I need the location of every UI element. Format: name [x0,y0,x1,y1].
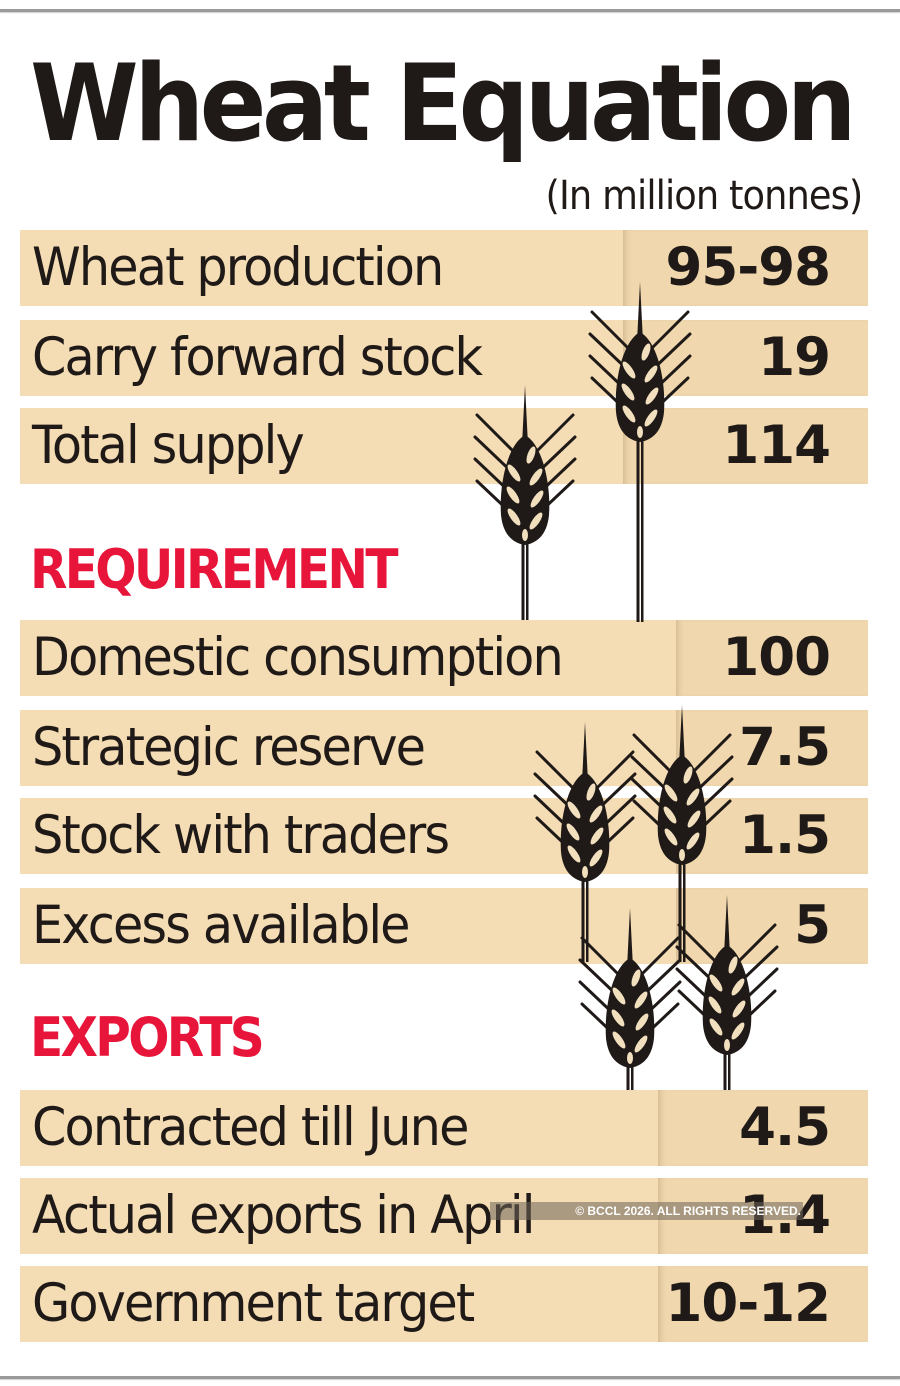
row-label: Actual exports in April [32,1185,535,1246]
row-value: 7.5 [739,717,831,778]
value-cell [676,798,868,874]
row-label: Contracted till June [32,1097,469,1158]
row-label: Strategic reserve [32,717,426,778]
wheat-stalk-icon [473,385,577,620]
table-row-strategic-reserve: Strategic reserve 7.5 [20,710,868,786]
row-value: 5 [794,895,831,956]
value-cell [658,1266,868,1342]
row-value: 95-98 [665,237,831,298]
table-row-government-target: Government target 10-12 [20,1266,868,1342]
top-border-rule [0,9,900,12]
copyright-watermark: © BCCL 2026. ALL RIGHTS RESERVED. [490,1202,803,1220]
row-label: Total supply [32,415,305,476]
row-label: Stock with traders [32,805,450,866]
infographic-title: Wheat Equation [30,42,857,165]
row-label: Wheat production [32,237,444,298]
row-value: 100 [722,627,831,688]
row-value: 1.5 [739,805,831,866]
row-label: Domestic consumption [32,627,564,688]
table-row-total-supply: Total supply 114 [20,408,868,484]
table-row-stock-with-traders: Stock with traders 1.5 [20,798,868,874]
value-cell [658,1090,868,1166]
value-cell [623,230,868,306]
table-row-excess-available: Excess available 5 [20,888,868,964]
unit-note: (In million tonnes) [545,173,863,219]
bottom-border-rule [0,1376,900,1379]
wheat-stalk-icon [675,895,779,1090]
value-cell [676,710,868,786]
row-value: 19 [758,327,831,388]
row-value: 4.5 [739,1097,831,1158]
row-label: Carry forward stock [32,327,483,388]
row-label: Government target [32,1273,475,1334]
section-heading-requirement: REQUIREMENT [30,538,398,601]
table-row-carry-forward-stock: Carry forward stock 19 [20,320,868,396]
table-row-wheat-production: Wheat production 95-98 [20,230,868,306]
value-cell [676,620,868,696]
section-heading-exports: EXPORTS [30,1006,265,1069]
row-label: Excess available [32,895,410,956]
row-value: 114 [722,415,831,476]
row-value: 10-12 [665,1273,831,1334]
table-row-domestic-consumption: Domestic consumption 100 [20,620,868,696]
wheat-stalk-icon [588,282,692,622]
value-cell [623,408,868,484]
table-row-contracted-till-june: Contracted till June 4.5 [20,1090,868,1166]
